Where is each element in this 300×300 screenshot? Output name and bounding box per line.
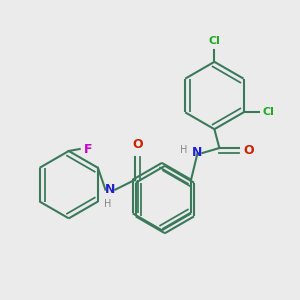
Text: H: H	[104, 200, 111, 209]
Text: F: F	[84, 142, 92, 155]
Text: N: N	[192, 146, 203, 160]
Text: Cl: Cl	[262, 107, 274, 117]
Text: O: O	[133, 138, 143, 151]
Text: O: O	[243, 143, 254, 157]
Text: N: N	[105, 183, 116, 196]
Text: Cl: Cl	[208, 36, 220, 46]
Text: H: H	[180, 145, 188, 155]
